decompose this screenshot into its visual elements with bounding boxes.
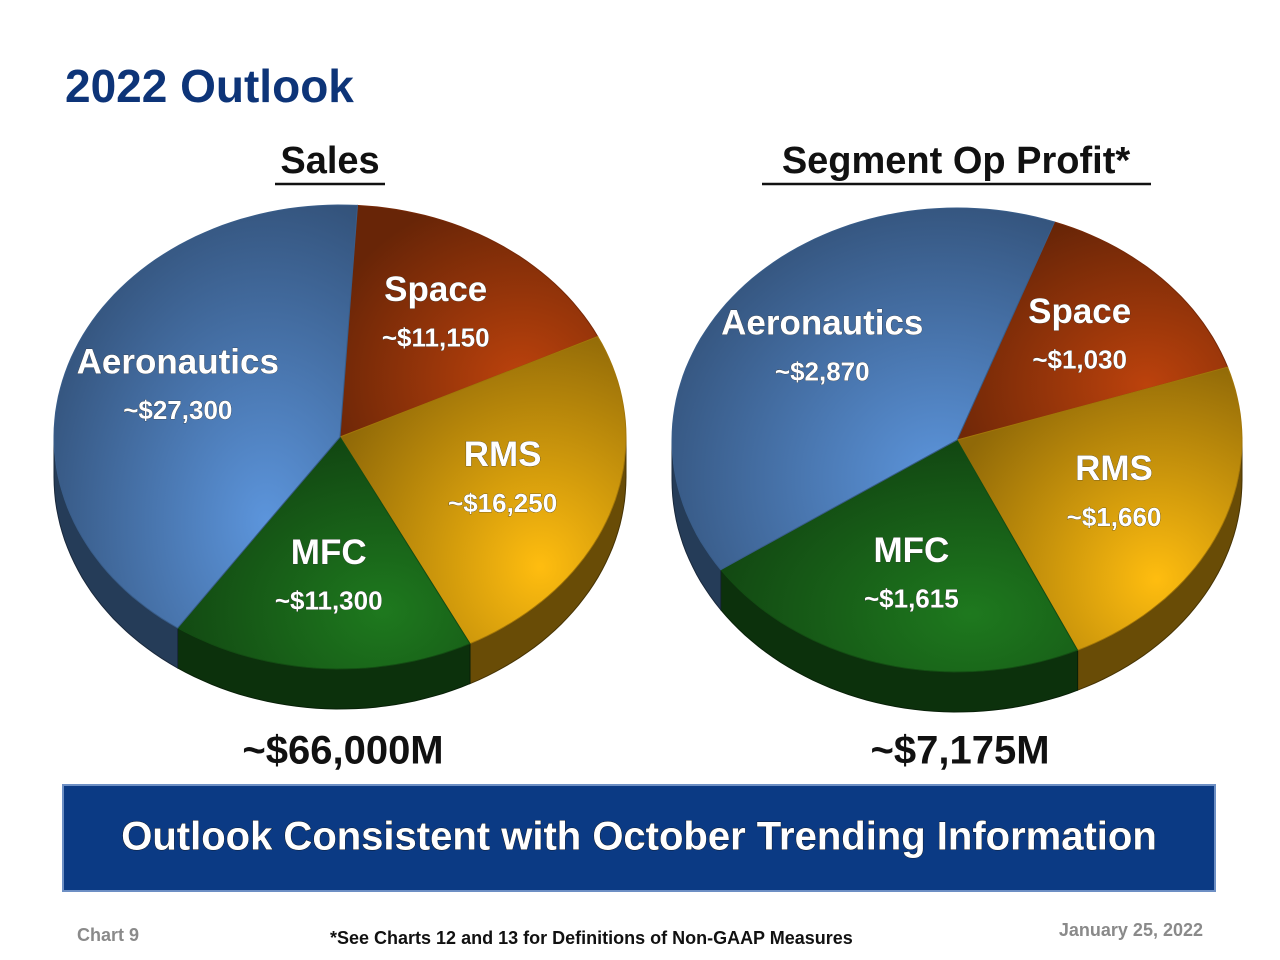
slice-value-label: ~$1,660	[1067, 502, 1162, 532]
pie-slice	[339, 204, 599, 438]
total-label: ~$66,000M	[242, 729, 443, 773]
pie-slice	[956, 366, 1243, 651]
slice-label: Aeronautics	[721, 304, 923, 343]
slice-value-label: ~$16,250	[448, 488, 557, 518]
pie-slice	[719, 439, 1079, 673]
slice-label: RMS	[464, 435, 542, 474]
chart-number: Chart 9	[77, 925, 139, 945]
charts: Sales Space ~$11,150 RMS ~$16,250 MFC ~$11,300…	[53, 140, 1243, 773]
banner-box	[62, 784, 1216, 892]
slice-value-label: ~$27,300	[123, 395, 232, 425]
pie-slice	[53, 204, 359, 629]
slide-title: 2022 Outlook	[65, 60, 354, 112]
slice-value-label: ~$2,870	[775, 356, 870, 386]
slice-label: MFC	[291, 533, 367, 572]
slice-label: Aeronautics	[77, 342, 279, 381]
pie-slice	[956, 221, 1229, 441]
slice-label: Space	[1028, 292, 1131, 331]
pie-slice	[339, 335, 627, 645]
slice-value-label: ~$1,030	[1032, 345, 1127, 375]
pie-tops	[671, 207, 1243, 673]
pie-slice	[671, 207, 1056, 571]
slice-value-label: ~$1,615	[864, 583, 959, 613]
banner-text: Outlook Consistent with October Trending…	[121, 815, 1157, 859]
slice-value-label: ~$11,150	[382, 322, 490, 352]
slice-label: MFC	[873, 531, 949, 570]
date: January 25, 2022	[1059, 920, 1203, 940]
chart-title: Sales	[280, 140, 379, 182]
chart-title: Segment Op Profit*	[782, 140, 1131, 182]
total-label: ~$7,175M	[870, 729, 1049, 773]
pie-tops	[53, 204, 627, 670]
pie-slice	[176, 436, 471, 670]
slice-value-label: ~$11,300	[275, 585, 383, 615]
footnote: *See Charts 12 and 13 for Definitions of…	[330, 928, 853, 948]
slice-label: RMS	[1075, 449, 1153, 488]
slice-label: Space	[384, 270, 487, 309]
